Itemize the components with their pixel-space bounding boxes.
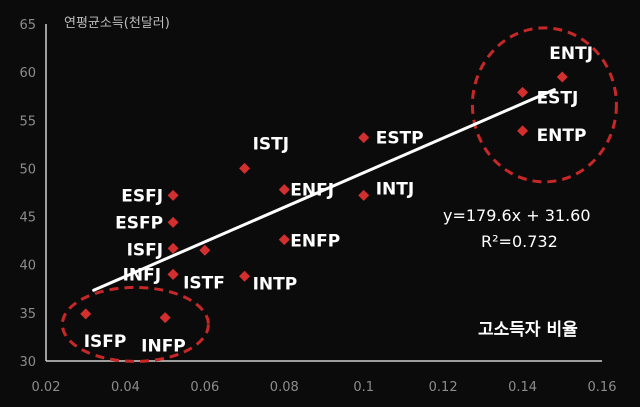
y-tick-label: 45 [19,211,36,226]
data-point-istf [167,268,179,280]
x-tick-label: 0.04 [111,380,140,395]
x-axis-title: 고소득자 비율 [478,320,578,340]
data-point-estp [358,132,370,144]
y-axis-title: 연평균소득(천달러) [64,16,170,31]
y-tick-label: 40 [19,259,36,274]
point-label-estj: ESTJ [537,88,579,108]
y-tick-label: 30 [19,355,36,370]
point-label-entp: ENTP [537,126,587,146]
point-label-isfp: ISFP [84,332,127,352]
point-label-estp: ESTP [376,129,424,149]
x-tick-label: 0.08 [270,380,299,395]
data-point-entj [556,71,568,83]
x-tick-label: 0.1 [353,380,374,395]
point-label-intj: INTJ [376,179,414,199]
point-label-isfj: ISFJ [127,240,164,260]
x-tick-label: 0.06 [190,380,219,395]
point-label-esfj: ESFJ [121,186,163,206]
point-label-enfj: ENFJ [290,181,334,201]
data-point-enfj [278,184,290,196]
highlight-circles [60,26,618,363]
data-points [80,71,568,324]
x-tick-label: 0.12 [429,380,458,395]
point-label-esfp: ESFP [115,213,163,233]
data-point-infp [159,312,171,324]
axes: 30 35 40 45 50 55 60 65 0.02 0.04 0.06 0.08 0.1 0.12 0… [19,18,616,395]
point-label-entj: ENTJ [549,44,593,64]
point-label-istj: ISTJ [253,134,289,154]
point-label-infj: INFJ [123,265,162,285]
data-point-isfp [80,308,92,320]
point-label-infp: INFP [141,337,186,357]
data-point-esfp [167,216,179,228]
y-tick-label: 60 [19,66,36,81]
data-point-intj [358,189,370,201]
x-tick-label: 0.16 [588,380,617,395]
point-labels: ENTJ ESTJ ENTP ESTP ISTJ ENFJ INTJ ESFJ ESFP ENFP… [84,44,593,357]
y-tick-label: 55 [19,114,36,129]
y-tick-label: 65 [19,18,36,33]
data-point-istj [239,162,251,174]
regression-equation: y=179.6x + 31.60 [443,206,591,225]
point-label-istf: ISTF [183,273,225,293]
data-point-unlabeled [199,244,211,256]
data-point-estj [517,86,529,98]
point-label-enfp: ENFP [290,232,340,252]
x-tick-label: 0.02 [32,380,61,395]
highlight-circle-low [60,285,210,363]
data-point-entp [517,125,529,137]
data-point-isfj [167,242,179,254]
trendline [92,88,556,292]
data-point-intp [239,270,251,282]
data-point-enfp [278,234,290,246]
x-tick-label: 0.14 [508,380,537,395]
y-tick-label: 50 [19,162,36,177]
point-label-intp: INTP [253,274,298,294]
y-tick-label: 35 [19,307,36,322]
data-point-esfj [167,189,179,201]
r-squared: R²=0.732 [481,232,558,251]
highlight-circle-high [470,26,618,184]
